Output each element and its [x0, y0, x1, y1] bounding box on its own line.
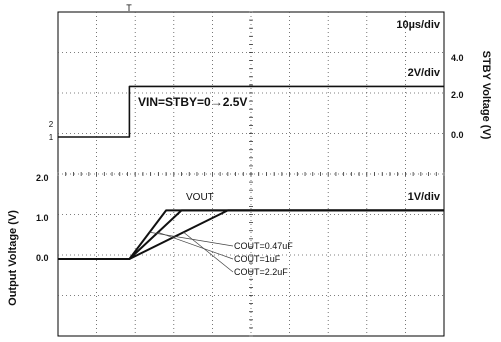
- legend-cout-22: COUT=2.2uF: [234, 267, 288, 277]
- vout-label: VOUT: [186, 192, 214, 203]
- traces: [58, 85, 444, 260]
- right-tick-4: 4.0: [451, 53, 464, 63]
- top-scale-label: 2V/div: [408, 67, 441, 79]
- grid: [57, 11, 445, 337]
- ch1-marker: 1: [49, 133, 54, 142]
- legend-cout-1: COUT=1uF: [234, 254, 281, 264]
- left-axis-title: Output Voltage (V): [7, 210, 19, 306]
- legend-cout-047: COUT=0.47uF: [234, 241, 293, 251]
- right-tick-2: 2.0: [451, 90, 464, 100]
- bottom-scale-label: 1V/div: [408, 191, 441, 203]
- legend-leaders: [149, 231, 234, 273]
- left-tick-2: 2.0: [36, 173, 49, 183]
- vout-trace-2: [58, 209, 444, 260]
- annotation-vin-stby: VIN=STBY=0→2.5V: [138, 95, 247, 109]
- right-axis-title: STBY Voltage (V): [480, 51, 492, 140]
- trigger-marker: T: [126, 3, 132, 13]
- left-tick-0: 0.0: [36, 253, 49, 263]
- left-tick-1: 1.0: [36, 213, 49, 223]
- leader-line-2: [183, 231, 234, 273]
- stby-trace: [58, 85, 444, 138]
- time-scale-label: 10µs/div: [396, 19, 441, 31]
- ch2-marker: 2: [49, 120, 54, 129]
- leader-line-1: [157, 231, 234, 260]
- right-tick-0: 0.0: [451, 130, 464, 140]
